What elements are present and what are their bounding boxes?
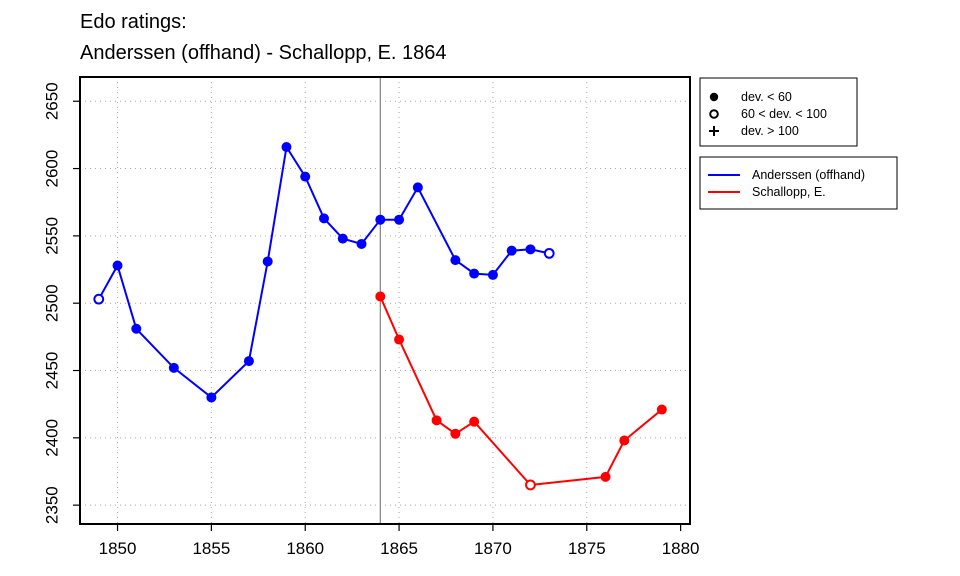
legend-open-circle-icon [709, 109, 719, 119]
marker-legend: dev. < 60 60 < dev. < 100 dev. > 100 [699, 77, 858, 147]
data-point [469, 268, 480, 279]
x-tick-label: 1875 [568, 539, 606, 558]
data-point [168, 362, 179, 373]
data-point [337, 233, 348, 244]
y-tick-label: 2500 [42, 284, 61, 322]
series-line [379, 296, 663, 487]
data-point [487, 269, 498, 280]
x-tick-label: 1860 [286, 539, 324, 558]
marker-legend-box [699, 77, 858, 147]
marker-legend-label: dev. < 60 [741, 90, 792, 104]
data-point [375, 291, 386, 302]
data-point [356, 238, 367, 249]
y-tick-label: 2450 [42, 352, 61, 390]
data-point [506, 245, 517, 256]
data-point [281, 142, 292, 153]
data-point [450, 255, 461, 266]
data-point-open [525, 479, 536, 491]
data-point [469, 416, 480, 427]
series-legend-label: Schallopp, E. [752, 185, 826, 199]
marker-legend-label: dev. > 100 [741, 124, 799, 138]
x-axis: 1850 1855 1860 1865 1870 1875 1880 [99, 524, 700, 558]
data-point [600, 471, 611, 482]
data-point [431, 415, 442, 426]
series-legend-label: Anderssen (offhand) [752, 168, 865, 182]
plot-frame [79, 76, 691, 525]
y-tick-label: 2650 [42, 82, 61, 120]
x-tick-label: 1850 [99, 539, 137, 558]
series-legend: Anderssen (offhand) Schallopp, E. [699, 156, 898, 210]
data-point [206, 392, 217, 403]
data-point-open [543, 247, 555, 259]
data-point [300, 171, 311, 182]
x-tick-label: 1880 [662, 539, 700, 558]
series-group [93, 142, 667, 491]
data-point [243, 356, 254, 367]
chart-title: Edo ratings: Anderssen (offhand) - Schal… [80, 11, 447, 64]
data-point [525, 244, 536, 255]
data-point [375, 214, 386, 225]
x-tick-label: 1865 [380, 539, 418, 558]
series-schallopp [375, 291, 667, 491]
series-line [97, 144, 550, 399]
series-legend-box [699, 156, 898, 210]
series-anderssen [93, 142, 555, 403]
x-tick-label: 1855 [192, 539, 230, 558]
y-tick-label: 2600 [42, 150, 61, 188]
data-point [112, 260, 123, 271]
data-point-open [93, 293, 105, 305]
data-point [656, 404, 667, 415]
legend-filled-circle-icon [709, 92, 719, 102]
data-point [619, 435, 630, 446]
y-tick-label: 2400 [42, 419, 61, 457]
data-point [394, 214, 405, 225]
data-point [394, 334, 405, 345]
data-point [131, 323, 142, 334]
data-point [319, 213, 329, 224]
grid [80, 77, 690, 524]
y-tick-label: 2350 [42, 486, 61, 524]
y-axis: 2350 2400 2450 2500 2550 2600 2650 [42, 82, 80, 524]
chart-title-line-2: Anderssen (offhand) - Schallopp, E. 1864 [80, 42, 447, 64]
y-tick-label: 2550 [42, 217, 61, 255]
legend-plus-icon [709, 126, 719, 136]
marker-legend-label: 60 < dev. < 100 [741, 107, 827, 121]
x-tick-label: 1870 [474, 539, 512, 558]
data-point [450, 428, 461, 439]
data-point [412, 182, 423, 193]
chart-title-line-1: Edo ratings: [80, 11, 187, 33]
data-point [262, 256, 273, 267]
